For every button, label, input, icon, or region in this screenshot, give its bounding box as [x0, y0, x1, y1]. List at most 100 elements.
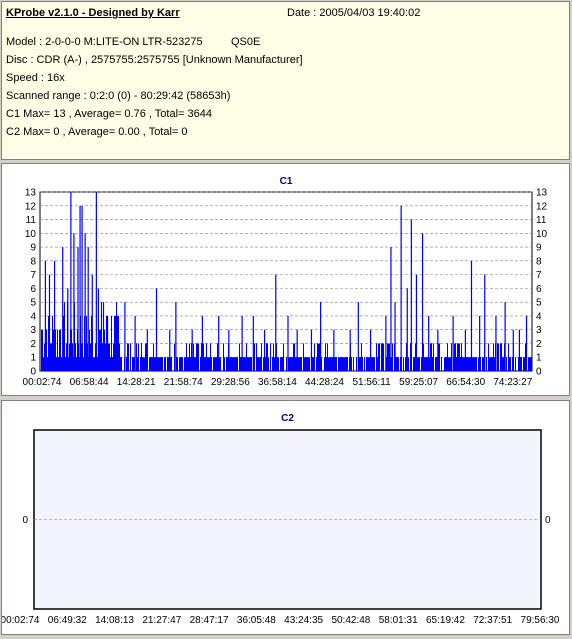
c1-bar	[509, 357, 510, 371]
c1-bar	[381, 343, 382, 371]
c1-bar	[298, 357, 299, 371]
c1-bar	[267, 343, 268, 371]
c1-bar	[234, 357, 235, 371]
c1-ytick-right: 2	[536, 339, 542, 350]
c1-bar	[233, 357, 234, 371]
c1-bar	[157, 357, 158, 371]
c1-bar	[364, 357, 365, 371]
c1-bar	[283, 343, 284, 371]
c1-peak-bar	[394, 302, 396, 371]
c1-bar	[343, 357, 344, 371]
c1-peak-bar	[116, 315, 118, 371]
c1-bar	[521, 357, 522, 371]
c1-bar	[196, 343, 197, 371]
c1-bar	[439, 343, 440, 371]
c1-ytick-right: 6	[536, 284, 542, 295]
c1-peak-bar	[81, 205, 83, 371]
c1-bar	[441, 357, 442, 371]
c2-xtick: 50:42:48	[331, 615, 370, 626]
c1-bar	[344, 357, 345, 371]
c1-bar	[432, 357, 433, 371]
c1-ytick-left: 5	[30, 298, 36, 309]
c1-bar	[231, 357, 232, 371]
c1-bar	[335, 357, 336, 371]
c1-peak-bar	[464, 329, 466, 371]
c1-bar	[68, 357, 69, 371]
c1-bar	[246, 343, 247, 371]
c1-bar	[113, 343, 114, 371]
c1-bar	[177, 357, 178, 371]
c1-bar	[43, 357, 44, 371]
c1-bar	[498, 343, 499, 371]
c1-bar	[425, 357, 426, 371]
c1-bar	[502, 357, 503, 371]
c1-bar	[304, 357, 305, 371]
c1-bar	[435, 357, 436, 371]
c1-xtick: 36:58:14	[258, 377, 297, 388]
c1-bar	[127, 343, 128, 371]
c1-bar	[417, 357, 418, 371]
c1-bar	[306, 357, 307, 371]
c1-bar	[165, 357, 166, 371]
c1-bar	[520, 357, 521, 371]
c1-bar	[205, 357, 206, 371]
c1-bar	[460, 357, 461, 371]
c1-bar	[158, 357, 159, 371]
c1-bar	[494, 357, 495, 371]
c2-xtick: 14:08:13	[95, 615, 134, 626]
c1-peak-bar	[525, 315, 528, 371]
c1-bar	[351, 357, 352, 371]
c1-bar	[405, 357, 406, 371]
c1-ytick-left: 9	[30, 243, 36, 254]
c1-peak-bar	[73, 233, 75, 371]
disc-info: Disc : CDR (A-) , 2575755:2575755 [Unkno…	[6, 54, 303, 66]
c1-bar	[197, 343, 198, 371]
c1-bar	[265, 357, 266, 371]
c1-bar	[373, 357, 374, 371]
c1-ytick-right: 3	[536, 325, 542, 336]
c1-bar	[400, 357, 401, 371]
c1-bar	[190, 357, 191, 371]
c1-bar	[243, 357, 244, 371]
c1-bar	[87, 343, 88, 371]
c1-bar	[497, 343, 498, 371]
c1-xtick: 21:58:74	[164, 377, 203, 388]
c1-bar	[206, 343, 207, 371]
c1-bar	[95, 343, 96, 371]
c1-bar	[118, 315, 119, 371]
c1-ytick-right: 5	[536, 298, 542, 309]
c1-xtick: 74:23:27	[493, 377, 532, 388]
c1-bar	[216, 357, 217, 371]
c1-bar	[349, 357, 350, 371]
c1-bar	[447, 343, 448, 371]
c1-bar	[430, 343, 431, 371]
c1-bar	[406, 343, 407, 371]
c1-bar	[330, 357, 331, 371]
c1-bar	[383, 343, 384, 371]
c1-bar	[389, 343, 390, 371]
c1-bar	[510, 357, 511, 371]
c1-bar	[159, 357, 160, 371]
c1-bar	[289, 357, 290, 371]
c1-bar	[247, 357, 248, 371]
c1-bar	[191, 343, 192, 371]
c1-bar	[171, 357, 172, 371]
c1-bar	[136, 343, 137, 371]
c1-bar	[209, 357, 210, 371]
c1-bar	[470, 357, 471, 371]
c1-bar	[187, 357, 188, 371]
c1-bar	[377, 357, 378, 371]
c1-bar	[415, 343, 416, 371]
c1-bar	[392, 343, 393, 371]
c1-bar	[462, 357, 463, 371]
c1-bar	[47, 357, 48, 371]
c1-bar	[108, 343, 109, 371]
c1-ytick-right: 10	[536, 229, 548, 240]
c1-bar	[459, 343, 460, 371]
c1-bar	[55, 329, 56, 371]
c1-bar	[232, 357, 233, 371]
c1-ytick-left: 6	[30, 284, 36, 295]
c1-peak-bar	[400, 205, 402, 371]
read-speed: Speed : 16x	[6, 72, 65, 84]
